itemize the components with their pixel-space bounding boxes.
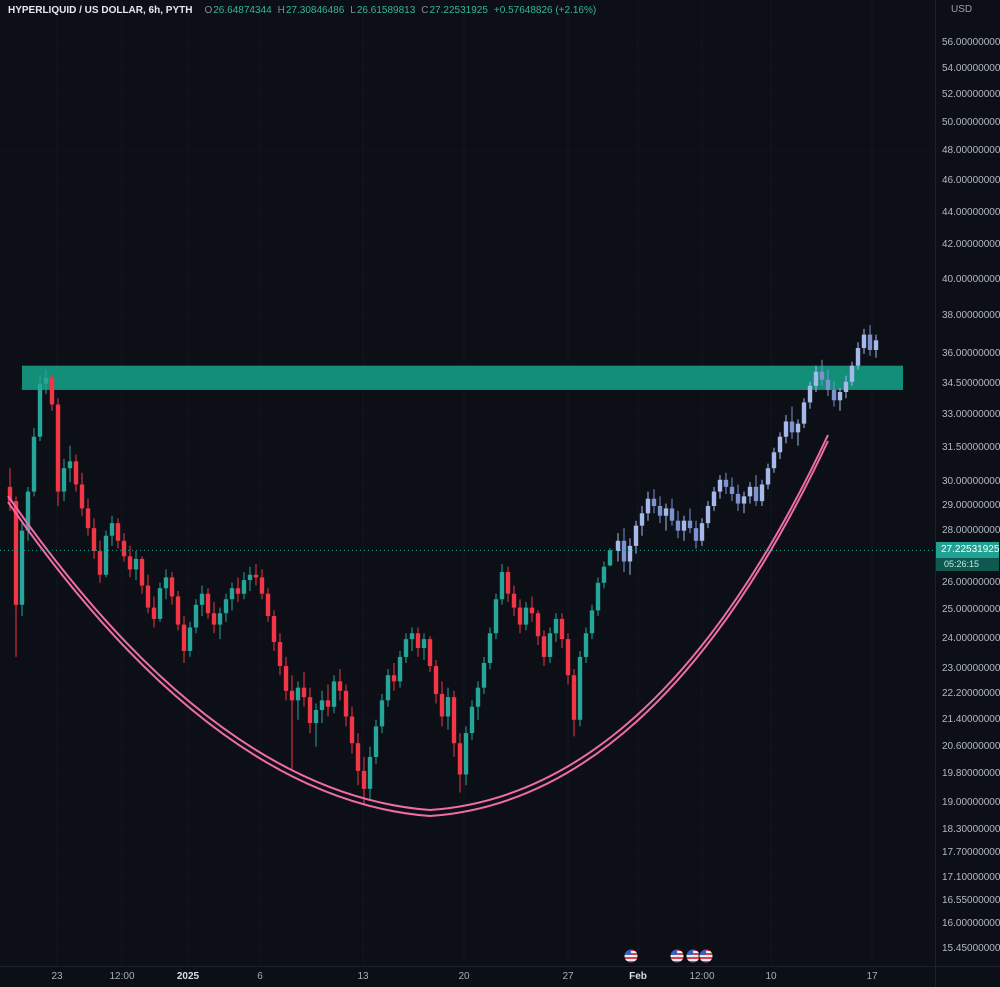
price-tick-label: 22.20000000	[942, 687, 1000, 699]
low-value: 26.61589813	[356, 5, 416, 16]
price-tick-label: 19.80000000	[942, 768, 1000, 780]
resistance-zone[interactable]	[22, 365, 903, 390]
price-tick-label: 38.00000000	[942, 309, 1000, 321]
price-tick-label: 20.60000000	[942, 740, 1000, 752]
price-tick-label: 44.00000000	[942, 206, 1000, 218]
price-tick-label: 50.00000000	[942, 116, 1000, 128]
price-tick-label: 54.00000000	[942, 62, 1000, 74]
price-tick-label: 34.50000000	[942, 377, 1000, 389]
event-markers[interactable]	[623, 948, 714, 964]
price-tick-label: 52.00000000	[942, 89, 1000, 101]
open-label: O	[204, 5, 213, 16]
price-tick-label: 28.00000000	[942, 524, 1000, 536]
chart-canvas[interactable]	[0, 0, 935, 966]
symbol-title[interactable]: HYPERLIQUID / US DOLLAR, 6h, PYTH	[8, 5, 193, 16]
price-tick-label: 15.45000000	[942, 943, 1000, 954]
time-tick-label: 10	[765, 971, 777, 982]
price-tick-label: 48.00000000	[942, 145, 1000, 157]
last-price-label: 27.22531925	[936, 542, 999, 559]
candles-main	[7, 369, 613, 804]
event-flag-icon[interactable]	[669, 948, 685, 964]
price-tick-label: 46.00000000	[942, 175, 1000, 187]
time-tick-label: 27	[562, 971, 574, 982]
high-value: 27.30846486	[285, 5, 345, 16]
grid-lines	[0, 0, 935, 966]
price-axis[interactable]: USD 27.22531925 05:26:15 56.00000000 54.0…	[935, 0, 1000, 966]
event-flag-icon[interactable]	[623, 948, 639, 964]
price-tick-label: 18.30000000	[942, 823, 1000, 835]
time-tick-label: 20	[458, 971, 470, 982]
price-tick-label: 16.00000000	[942, 918, 1000, 930]
price-tick-label: 19.00000000	[942, 797, 1000, 809]
bar-countdown-label: 05:26:15	[936, 558, 999, 572]
time-tick-label: 12:00	[689, 971, 715, 982]
time-tick-label: 13	[357, 971, 369, 982]
chart-area: HYPERLIQUID / US DOLLAR, 6h, PYTH O26.648…	[0, 0, 935, 966]
event-flag-icon[interactable]	[685, 948, 701, 964]
price-tick-label: 33.00000000	[942, 409, 1000, 421]
close-label: C	[421, 5, 429, 16]
open-value: 26.64874344	[213, 5, 272, 16]
cup-curve[interactable]	[7, 434, 829, 818]
axis-corner	[935, 966, 1000, 987]
price-tick-label: 42.00000000	[942, 239, 1000, 251]
price-tick-label: 16.55000000	[942, 894, 1000, 906]
close-value: 27.22531925	[429, 5, 488, 16]
price-tick-label: 24.00000000	[942, 633, 1000, 645]
price-tick-label: 25.00000000	[942, 604, 1000, 616]
time-tick-label: 23	[51, 971, 63, 982]
time-axis[interactable]: 23 12:00 2025 6 13 20 27 Feb 12:00 10 17	[0, 966, 935, 987]
legend: HYPERLIQUID / US DOLLAR, 6h, PYTH O26.648…	[8, 5, 596, 16]
price-tick-label: 56.00000000	[942, 37, 1000, 48]
price-tick-label: 30.00000000	[942, 476, 1000, 488]
price-tick-label: 36.00000000	[942, 347, 1000, 359]
time-tick-label: 2025	[176, 971, 200, 982]
time-tick-label: Feb	[629, 971, 647, 982]
price-tick-label: 26.00000000	[942, 576, 1000, 588]
time-tick-label: 17	[866, 971, 878, 982]
time-tick-label: 12:00	[109, 971, 135, 982]
change-value: +0.57648826 (+2.16%)	[493, 5, 597, 16]
price-tick-label: 17.70000000	[942, 847, 1000, 859]
candles-projection	[615, 325, 879, 575]
time-tick-label: 6	[257, 971, 263, 982]
price-tick-label: 21.40000000	[942, 713, 1000, 725]
low-label: L	[350, 5, 356, 16]
currency-usd-button[interactable]: USD	[951, 4, 973, 15]
price-tick-label: 31.50000000	[942, 441, 1000, 453]
high-label: H	[277, 5, 285, 16]
price-tick-label: 17.10000000	[942, 871, 1000, 883]
event-flag-icon[interactable]	[698, 948, 714, 964]
price-tick-label: 23.00000000	[942, 663, 1000, 675]
price-tick-label: 40.00000000	[942, 273, 1000, 285]
price-tick-label: 29.00000000	[942, 499, 1000, 511]
